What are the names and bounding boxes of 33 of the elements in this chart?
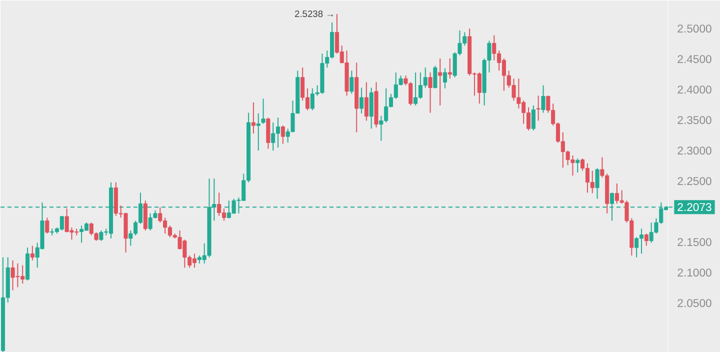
candlestick (442, 68, 448, 89)
y-tick-label: 2.4000 (677, 84, 712, 97)
y-tick-label: 2.5000 (677, 24, 712, 36)
y-tick-label: 2.2500 (677, 176, 712, 188)
candlestick (45, 217, 50, 234)
candlestick (350, 70, 354, 94)
candlestick (266, 117, 270, 150)
candlestick (256, 112, 260, 152)
candlestick (644, 233, 648, 246)
candlestick (531, 104, 536, 131)
candlestick (369, 87, 374, 130)
candlestick (536, 95, 540, 122)
annotation: 2.5238 → (294, 9, 335, 20)
candlestick (541, 84, 546, 114)
y-tick-label: 2.1500 (677, 237, 712, 250)
candlestick (448, 58, 452, 80)
y-tick-label: 2.1000 (677, 268, 712, 280)
candlestick (359, 87, 364, 114)
candlestick (576, 158, 580, 174)
y-tick-label: 2.3000 (677, 146, 712, 158)
y-tick-label: 2.0500 (677, 298, 712, 310)
candlestick (261, 98, 266, 124)
candlestick (30, 245, 34, 261)
candlestick (428, 72, 432, 114)
candlestick (595, 168, 600, 200)
ref-line-label: 2.2073 (677, 202, 712, 214)
candlestick (364, 82, 368, 122)
y-tick-label: 2.4500 (677, 54, 712, 66)
candlestick (280, 125, 285, 144)
candlestick (433, 65, 438, 89)
candlestick (251, 102, 256, 134)
candlestick (438, 58, 442, 106)
y-tick-label: 2.3500 (677, 115, 712, 128)
